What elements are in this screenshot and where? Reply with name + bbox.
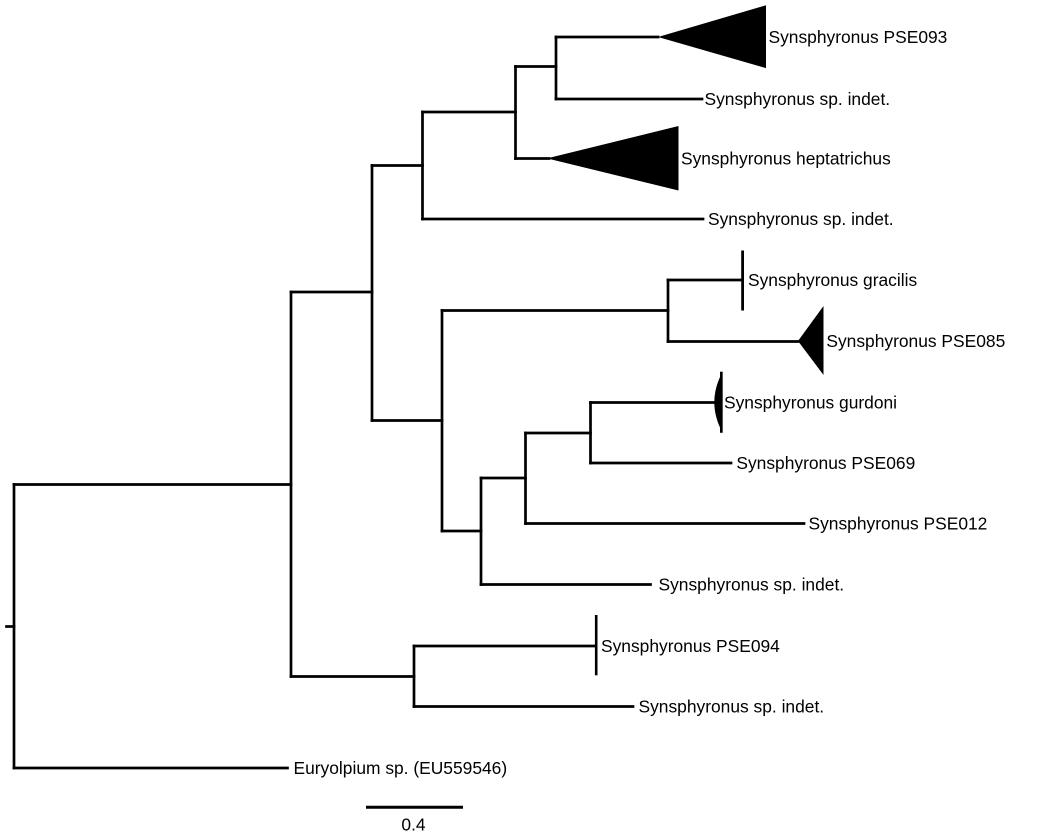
svg-text:Synsphyronus sp. indet.: Synsphyronus sp. indet. xyxy=(708,209,894,229)
svg-text:Synsphyronus PSE085: Synsphyronus PSE085 xyxy=(826,331,1005,351)
svg-text:Synsphyronus gracilis: Synsphyronus gracilis xyxy=(748,270,917,290)
svg-text:Euryolpium sp. (EU559546): Euryolpium sp. (EU559546) xyxy=(294,758,508,778)
svg-text:Synsphyronus gurdoni: Synsphyronus gurdoni xyxy=(724,392,897,412)
svg-text:Synsphyronus PSE093: Synsphyronus PSE093 xyxy=(769,27,948,47)
svg-text:Synsphyronus heptatrichus: Synsphyronus heptatrichus xyxy=(681,148,891,168)
svg-text:Synsphyronus PSE094: Synsphyronus PSE094 xyxy=(601,636,780,656)
svg-text:Synsphyronus sp. indet.: Synsphyronus sp. indet. xyxy=(659,574,845,594)
svg-text:Synsphyronus sp. indet.: Synsphyronus sp. indet. xyxy=(705,89,891,109)
svg-text:Synsphyronus PSE012: Synsphyronus PSE012 xyxy=(809,513,988,533)
svg-text:Synsphyronus sp. indet.: Synsphyronus sp. indet. xyxy=(639,696,825,716)
svg-text:0.4: 0.4 xyxy=(401,814,426,834)
svg-text:Synsphyronus PSE069: Synsphyronus PSE069 xyxy=(736,453,915,473)
